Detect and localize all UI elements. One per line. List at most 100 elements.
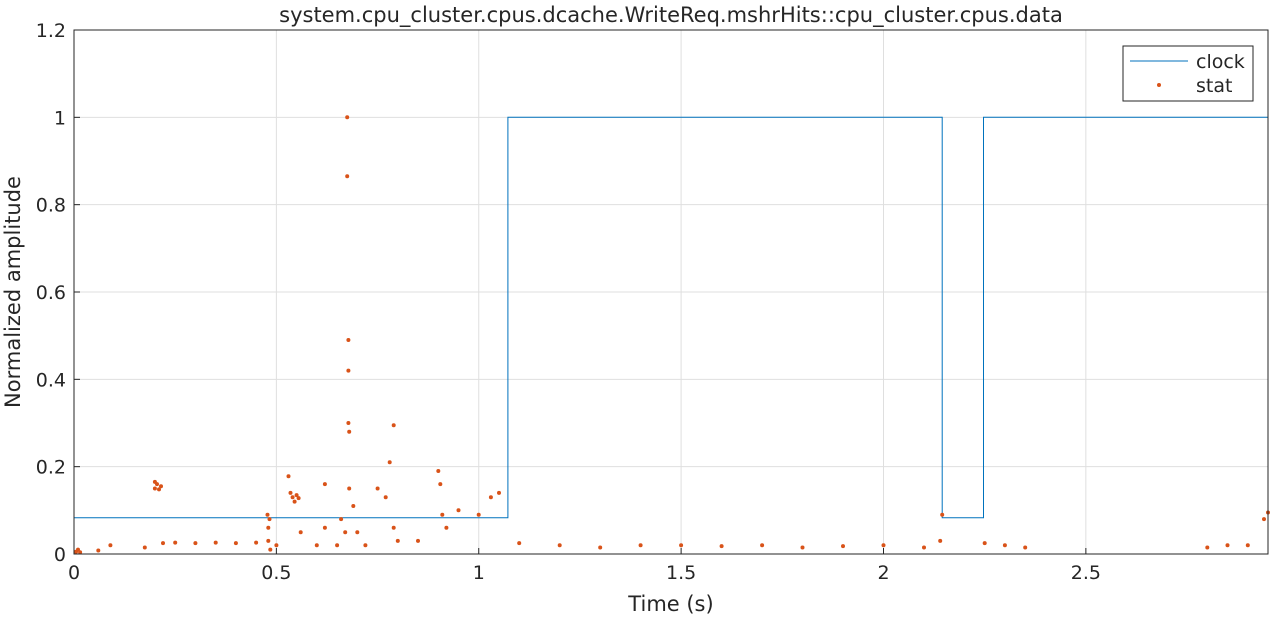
series-stat-point: [800, 545, 805, 550]
series-stat-point: [598, 545, 603, 550]
y-tick-label: 1.2: [36, 20, 66, 42]
series-stat-point: [488, 495, 493, 500]
series-stat-point: [339, 517, 344, 522]
x-tick-label: 2.5: [1071, 562, 1101, 584]
x-axis-label: Time (s): [627, 592, 713, 616]
series-layer: [74, 115, 1270, 555]
legend: clock stat: [1122, 45, 1254, 102]
series-stat-point: [298, 530, 303, 535]
series-stat-point: [155, 482, 159, 487]
series-stat-point: [638, 543, 643, 548]
series-stat-point: [383, 495, 388, 500]
legend-stat-label: stat: [1196, 75, 1232, 97]
series-stat-point: [294, 493, 299, 498]
series-stat-point: [1205, 545, 1210, 550]
legend-stat-swatch: [1157, 83, 1161, 87]
x-tick-label: 0.5: [261, 562, 291, 584]
y-tick-label: 0.6: [36, 282, 66, 304]
series-stat-point: [355, 530, 360, 535]
series-stat-point: [290, 495, 295, 500]
x-tick-label: 1.5: [666, 562, 696, 584]
series-stat-point: [476, 512, 481, 517]
series-stat-point: [335, 543, 340, 548]
series-stat-point: [267, 517, 272, 522]
x-tick-label: 1: [473, 562, 485, 584]
series-stat-point: [1002, 543, 1007, 548]
series-stat-point: [159, 484, 163, 489]
y-tick-label: 0.8: [36, 195, 66, 217]
series-stat-point: [391, 525, 396, 530]
series-clock-line: [74, 116, 1269, 554]
series-stat-point: [346, 421, 351, 425]
series-stat-point: [322, 482, 327, 487]
series-stat-point: [517, 541, 522, 546]
legend-box: [1122, 45, 1254, 102]
series-stat-point: [266, 538, 271, 543]
series-stat-point: [395, 538, 400, 543]
chart-title: system.cpu_cluster.cpus.dcache.WriteReq.…: [279, 3, 1063, 28]
series-stat-point: [108, 543, 113, 548]
series-stat-point: [922, 545, 926, 550]
series-stat-point: [881, 543, 886, 548]
series-stat-point: [347, 486, 352, 491]
series-stat-point: [322, 525, 327, 530]
y-tick-label: 1: [54, 107, 66, 129]
series-stat-point: [938, 538, 943, 543]
series-stat-point: [346, 368, 351, 373]
ticks: 0 0.5 1 1.5 2 2.5 0 0.2 0.4 0.6 0.8 1 1.2: [36, 20, 1101, 584]
series-stat-point: [254, 540, 259, 545]
y-tick-label: 0.2: [36, 457, 66, 479]
series-stat-point: [193, 541, 198, 546]
series-stat-point: [157, 487, 161, 492]
series-stat-point: [391, 423, 396, 428]
series-stat-point: [266, 525, 271, 530]
series-stat-point: [296, 496, 301, 501]
x-tick-label: 2: [877, 562, 889, 584]
y-tick-label: 0: [54, 544, 66, 566]
y-axis-label: Normalized amplitude: [1, 176, 25, 408]
series-stat-point: [438, 482, 443, 487]
series-stat-point: [841, 544, 845, 549]
series-stat-point: [375, 486, 380, 491]
series-stat-point: [286, 474, 291, 479]
legend-clock-label: clock: [1196, 51, 1245, 73]
series-stat-point: [1023, 545, 1028, 550]
series-stat-point: [679, 543, 684, 548]
series-stat-point: [719, 544, 724, 549]
series-stat-point: [982, 541, 987, 546]
series-stat-point: [351, 504, 356, 508]
series-stat-point: [233, 541, 238, 546]
series-stat-point: [343, 530, 348, 535]
series-stat-point: [142, 545, 147, 550]
series-stat-point: [444, 525, 449, 530]
series-stat-point: [314, 543, 319, 548]
series-stat-point: [760, 543, 765, 548]
series-stat-point: [497, 490, 501, 495]
series-stat-point: [161, 541, 165, 546]
series-stat-point: [1225, 543, 1230, 548]
series-stat-point: [345, 115, 350, 120]
series-stat-point: [96, 548, 101, 553]
series-stat-point: [416, 538, 420, 543]
series-stat-point: [213, 540, 218, 545]
y-tick-label: 0.4: [36, 369, 66, 391]
series-stat-point: [152, 486, 157, 491]
series-stat-point: [1262, 517, 1266, 522]
series-stat-point: [78, 550, 83, 555]
series-stat-point: [268, 547, 273, 552]
series-stat-point: [345, 174, 350, 179]
x-tick-label: 0: [68, 562, 80, 584]
series-stat-point: [173, 540, 178, 545]
series-stat-point: [265, 512, 270, 517]
series-stat-point: [363, 543, 368, 548]
series-stat-point: [1245, 543, 1250, 548]
series-stat-point: [292, 499, 297, 504]
series-stat-point: [346, 338, 351, 342]
series-stat-point: [347, 429, 352, 434]
series-stat-point: [387, 460, 392, 465]
series-stat-point: [436, 469, 441, 473]
series-stat-point: [557, 543, 562, 548]
series-stat-point: [288, 490, 293, 495]
series-stat-point: [274, 543, 279, 548]
